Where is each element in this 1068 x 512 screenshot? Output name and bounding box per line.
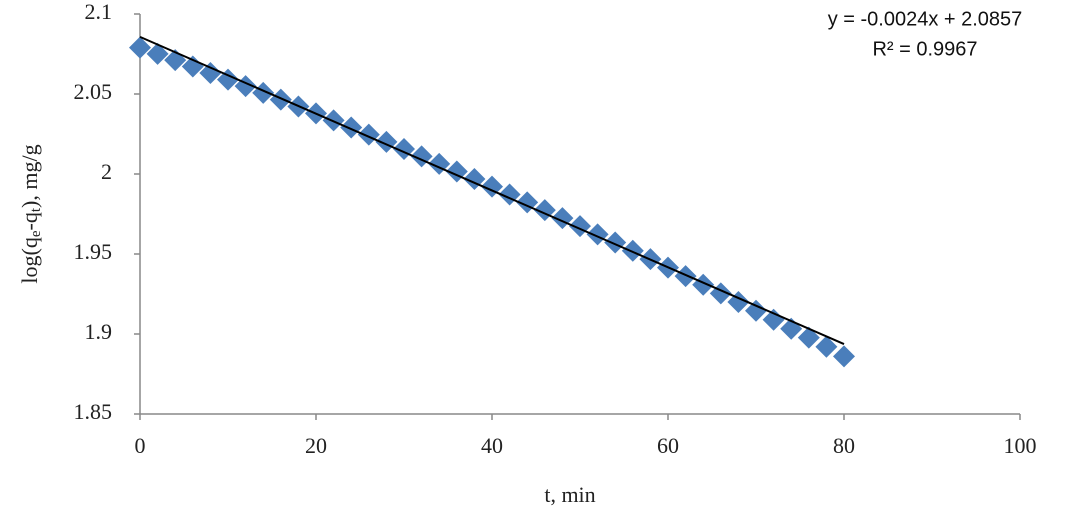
y-title-part: -q (17, 212, 42, 230)
y-title-part: e (28, 230, 44, 237)
y-tick-label: 1.9 (85, 319, 113, 344)
data-point (674, 265, 697, 288)
data-point (815, 335, 838, 358)
y-title-part: t (28, 207, 44, 212)
data-point (745, 299, 767, 322)
x-tick-label: 60 (657, 433, 679, 458)
x-tick-label: 100 (1004, 433, 1037, 458)
y-tick-label: 2 (101, 159, 112, 184)
y-title-part: ), mg/g (17, 144, 42, 208)
y-tick-label: 1.85 (74, 399, 113, 424)
trendline (139, 35, 845, 345)
trend-r-squared: R² = 0.9967 (872, 38, 977, 60)
y-title-part: log(q (17, 237, 42, 283)
data-point (181, 55, 204, 78)
y-tick-label: 2.05 (74, 79, 113, 104)
data-point (621, 239, 644, 262)
data-point (199, 62, 222, 85)
trend-equation: y = -0.0024x + 2.0857 (828, 8, 1023, 30)
data-point (217, 68, 239, 91)
x-tick-label: 0 (135, 433, 146, 458)
data-point (340, 116, 363, 139)
data-point (762, 308, 785, 331)
data-point (833, 345, 855, 368)
x-tick-label: 80 (833, 433, 855, 458)
data-point (604, 231, 627, 254)
y-axis-title: log(qe-qt), mg/g (17, 144, 44, 283)
x-axis-title: t, min (544, 482, 595, 507)
data-point (129, 36, 151, 59)
data-point (269, 88, 292, 111)
data-point (797, 326, 820, 349)
y-tick-label: 2.1 (85, 0, 113, 24)
y-tick-label: 1.95 (74, 239, 113, 264)
x-tick-label: 20 (305, 433, 327, 458)
x-tick-label: 40 (481, 433, 503, 458)
data-point (146, 42, 169, 65)
